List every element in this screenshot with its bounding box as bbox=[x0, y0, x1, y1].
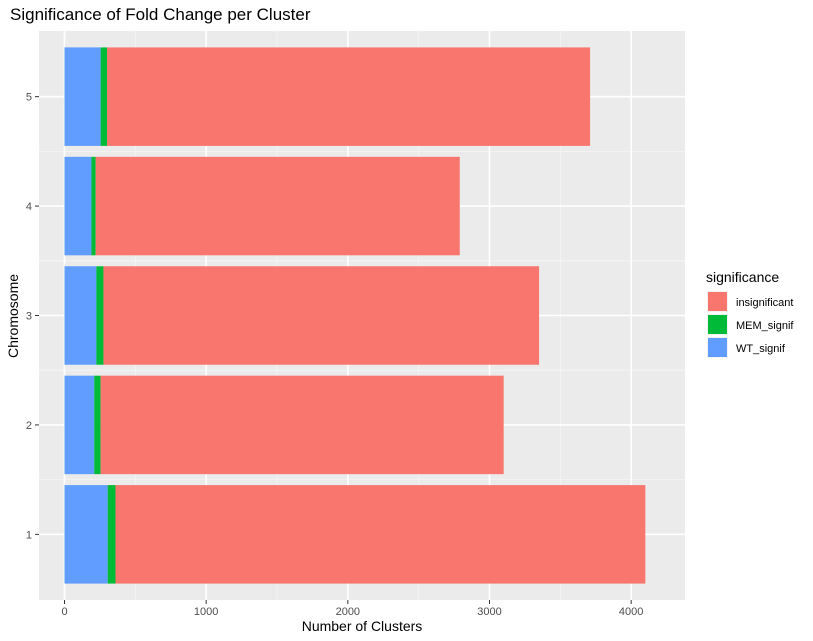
legend-label-insignificant: insignificant bbox=[736, 297, 793, 309]
bar-mem-signif-chr-5 bbox=[100, 47, 107, 146]
y-tick-label: 5 bbox=[26, 92, 32, 104]
bar-mem-signif-chr-1 bbox=[107, 485, 116, 584]
legend-items: insignificant MEM_signif WT_signif bbox=[707, 291, 794, 358]
legend-label-wt-signif: WT_signif bbox=[736, 343, 786, 355]
x-tick-label: 4000 bbox=[619, 606, 643, 618]
y-tick-label: 4 bbox=[26, 201, 32, 213]
bar-wt-signif-chr-4 bbox=[64, 156, 92, 256]
chart-title: Significance of Fold Change per Cluster bbox=[10, 5, 311, 24]
x-tick-label: 2000 bbox=[336, 606, 360, 618]
y-axis-title: Chromosome bbox=[5, 274, 21, 358]
x-tick-label: 3000 bbox=[477, 606, 501, 618]
bar-wt-signif-chr-1 bbox=[64, 485, 108, 584]
bars bbox=[64, 47, 646, 584]
bar-mem-signif-chr-2 bbox=[94, 375, 101, 475]
legend-swatch-insignificant bbox=[708, 292, 727, 311]
x-axis-title: Number of Clusters bbox=[302, 618, 423, 634]
bar-wt-signif-chr-5 bbox=[64, 47, 101, 146]
legend-label-mem-signif: MEM_signif bbox=[736, 320, 794, 332]
bar-insignificant-chr-5 bbox=[107, 47, 591, 146]
bar-mem-signif-chr-4 bbox=[91, 156, 96, 256]
axis-ticks: 0 1000 2000 3000 4000 1 2 3 4 5 bbox=[26, 92, 644, 618]
bar-insignificant-chr-3 bbox=[103, 266, 540, 365]
legend-swatch-wt-signif bbox=[708, 338, 727, 357]
y-tick-label: 2 bbox=[26, 420, 32, 432]
legend-swatch-mem-signif bbox=[708, 315, 727, 334]
legend-title: significance bbox=[706, 269, 779, 285]
x-tick-label: 1000 bbox=[194, 606, 218, 618]
y-tick-label: 1 bbox=[26, 529, 32, 541]
bar-insignificant-chr-2 bbox=[100, 375, 504, 475]
bar-insignificant-chr-4 bbox=[95, 156, 460, 256]
legend: significance insignificant MEM_signif WT_s… bbox=[706, 269, 794, 358]
x-tick-label: 0 bbox=[61, 606, 67, 618]
bar-wt-signif-chr-2 bbox=[64, 375, 95, 475]
bar-mem-signif-chr-3 bbox=[96, 266, 104, 365]
y-tick-label: 3 bbox=[26, 311, 32, 323]
bar-insignificant-chr-1 bbox=[115, 485, 646, 584]
bar-wt-signif-chr-3 bbox=[64, 266, 97, 365]
